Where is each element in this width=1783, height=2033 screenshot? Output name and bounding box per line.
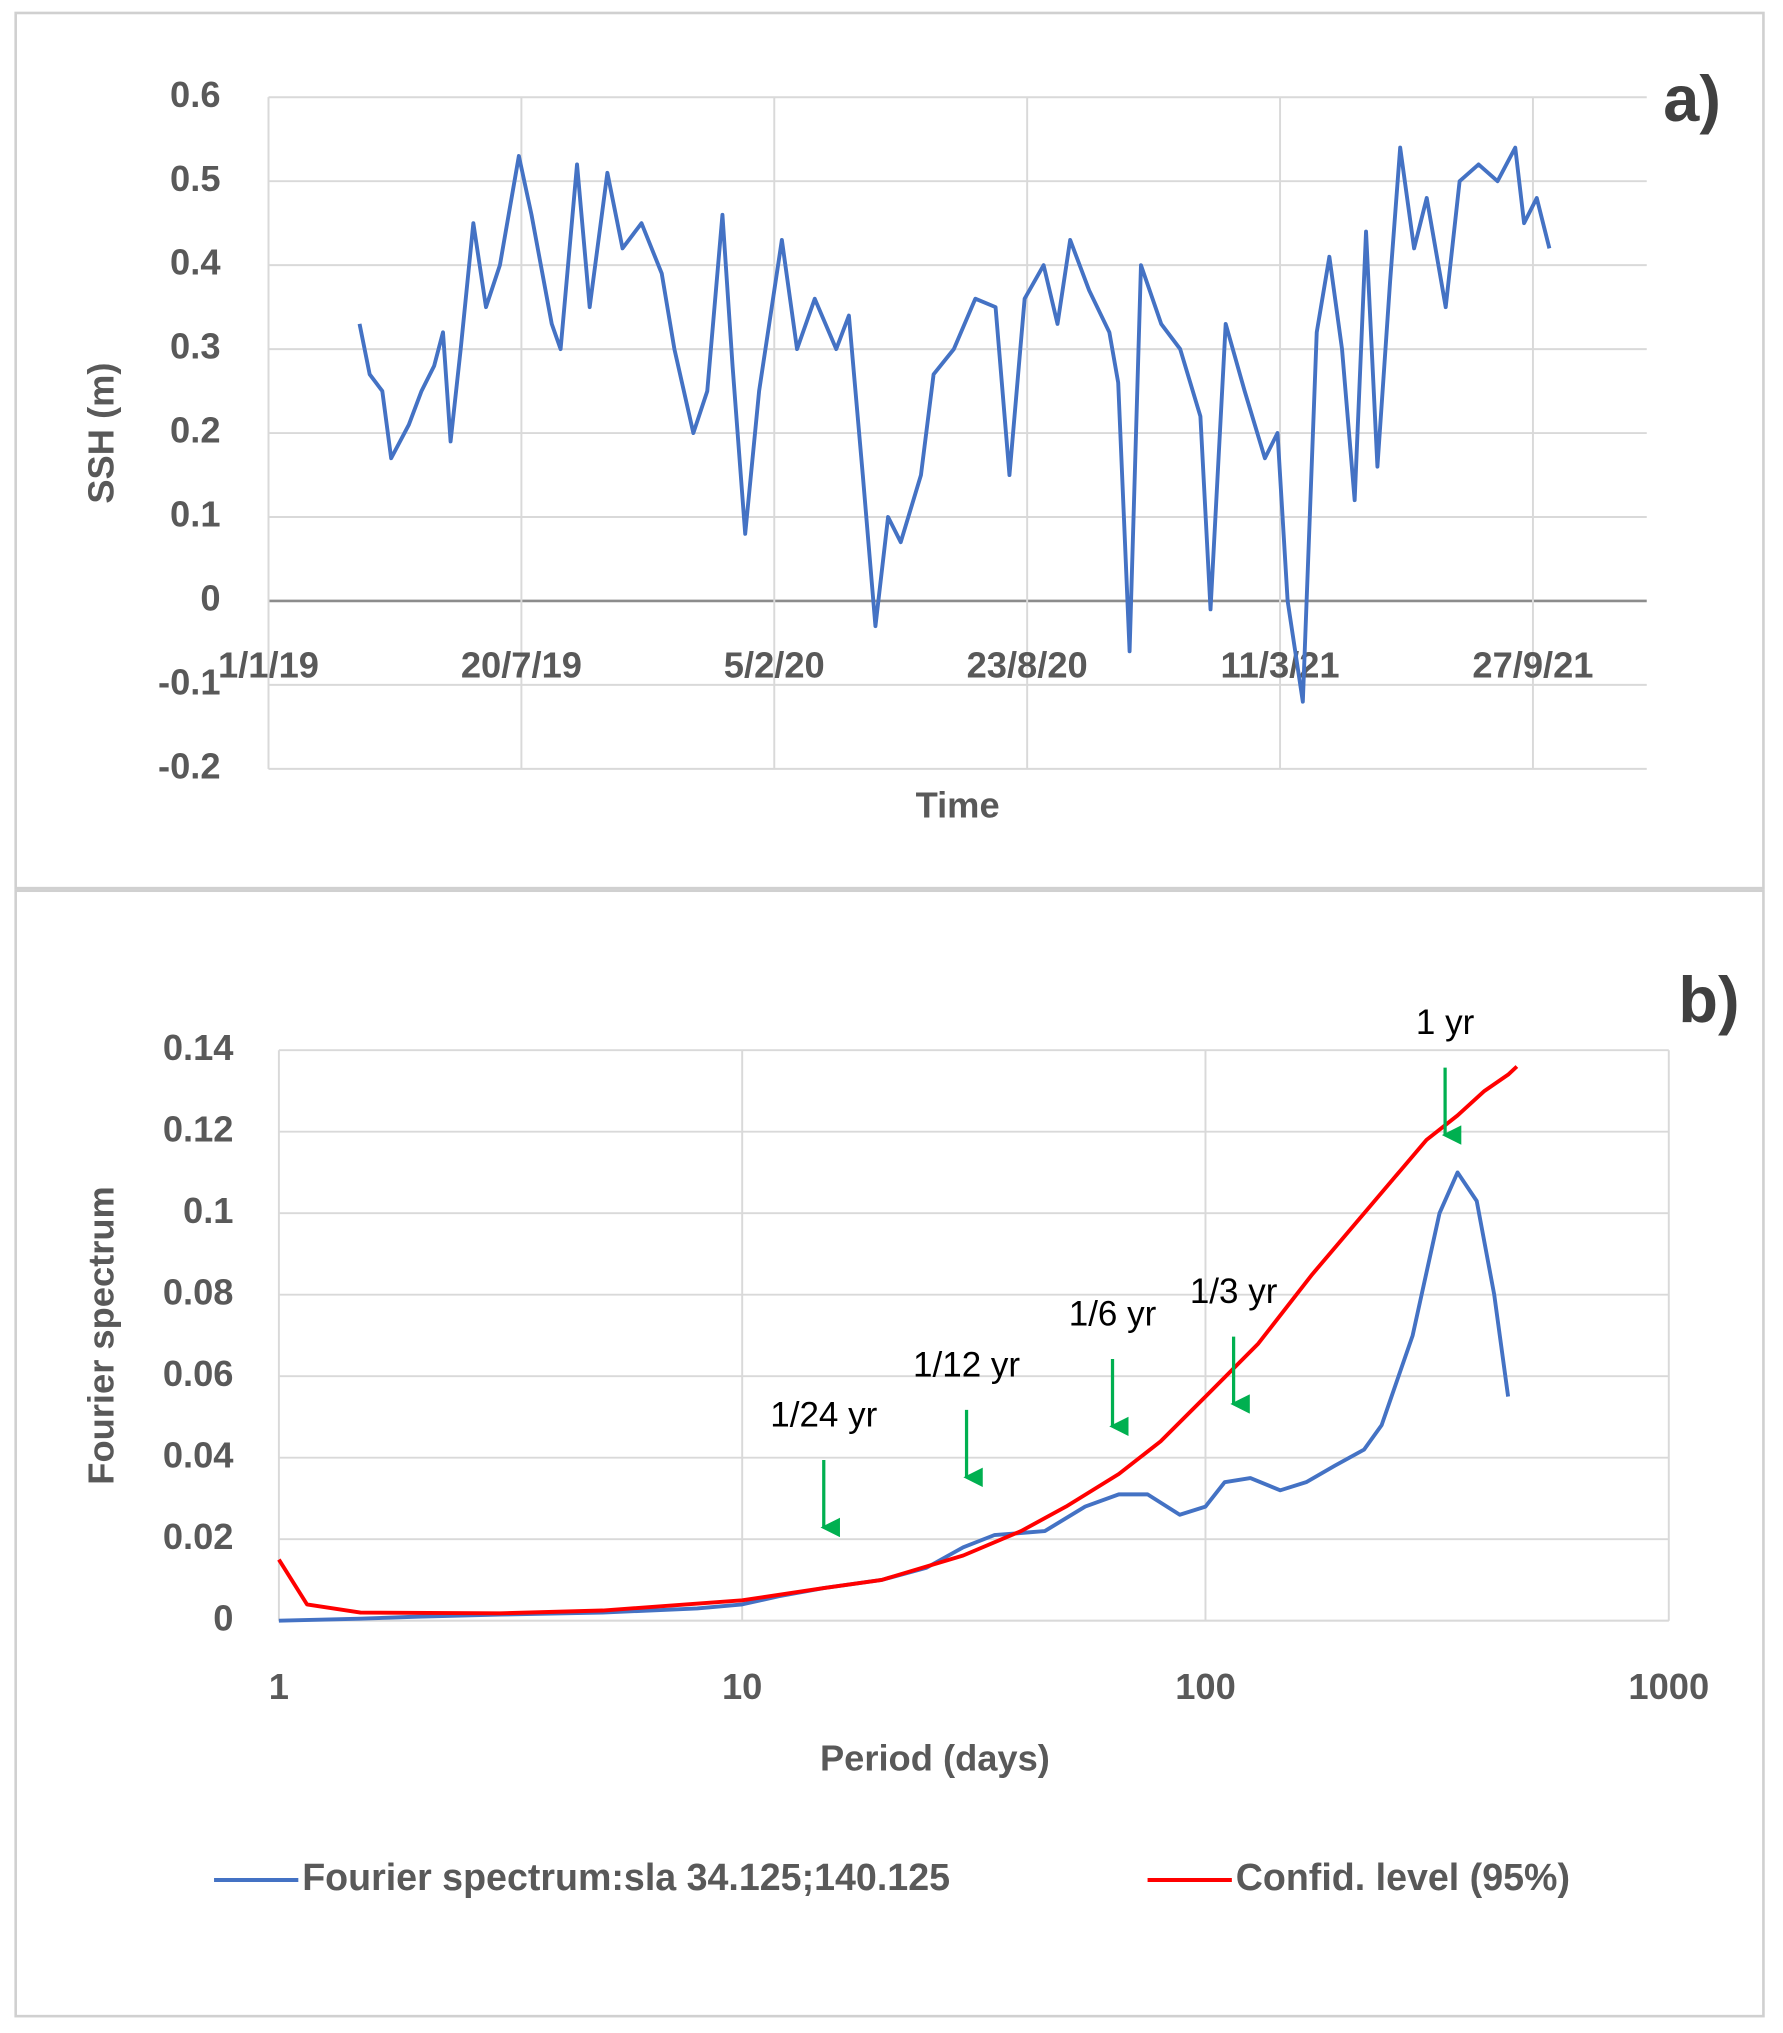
x-tick-label: 1	[269, 1666, 289, 1707]
annotation: 1/24 yr	[770, 1395, 877, 1434]
legend-label: Fourier spectrum:sla 34.125;140.125	[302, 1856, 950, 1898]
y-tick-label: 0.1	[183, 1190, 233, 1231]
y-axis-title: Fourier spectrum	[80, 1186, 121, 1485]
y-tick-label: 0	[213, 1597, 233, 1638]
data-line	[278, 1170, 1511, 1623]
annotation: 1/6 yr	[1069, 1294, 1157, 1333]
x-tick-label: 27/9/21	[1472, 644, 1593, 685]
y-tick-label: 0.12	[163, 1108, 234, 1149]
annotation: 1/3 yr	[1190, 1272, 1278, 1311]
annotation: 1/12 yr	[913, 1345, 1020, 1384]
y-tick-label: 0.02	[163, 1516, 234, 1557]
data-line	[357, 145, 1552, 704]
panel-label: a)	[1663, 62, 1721, 135]
y-tick-label: 0.3	[170, 326, 220, 367]
y-tick-label: 0.6	[170, 74, 220, 115]
x-tick-label: 10	[722, 1666, 762, 1707]
y-tick-label: 0.2	[170, 410, 220, 451]
panel-label: b)	[1678, 963, 1739, 1036]
x-axis-title: Period (days)	[820, 1737, 1050, 1778]
legend-label: Confid. level (95%)	[1236, 1856, 1570, 1898]
y-tick-label: 0.1	[170, 494, 220, 535]
x-tick-label: 11/3/21	[1221, 644, 1340, 685]
y-tick-label: -0.2	[158, 745, 221, 786]
x-tick-label: 5/2/20	[724, 644, 825, 685]
y-tick-label: 0.08	[163, 1271, 234, 1312]
x-tick-label: 23/8/20	[967, 644, 1088, 685]
y-tick-label: 0	[200, 578, 220, 619]
x-axis-title: Time	[916, 784, 1000, 825]
y-tick-label: 0.04	[163, 1434, 234, 1475]
y-axis-title: SSH (m)	[80, 362, 121, 503]
x-tick-label: 100	[1175, 1666, 1236, 1707]
panel-frame	[14, 889, 1765, 2018]
data-line	[277, 1065, 1519, 1616]
panel-frame	[14, 11, 1765, 890]
annotation: 1 yr	[1416, 1003, 1475, 1042]
x-tick-label: 1000	[1628, 1666, 1709, 1707]
y-tick-label: 0.14	[163, 1027, 234, 1068]
y-tick-label: 0.4	[170, 242, 220, 283]
y-tick-label: -0.1	[158, 661, 221, 702]
y-tick-label: 0.06	[163, 1353, 234, 1394]
x-tick-label: 20/7/19	[461, 644, 582, 685]
y-tick-label: 0.5	[170, 158, 220, 199]
